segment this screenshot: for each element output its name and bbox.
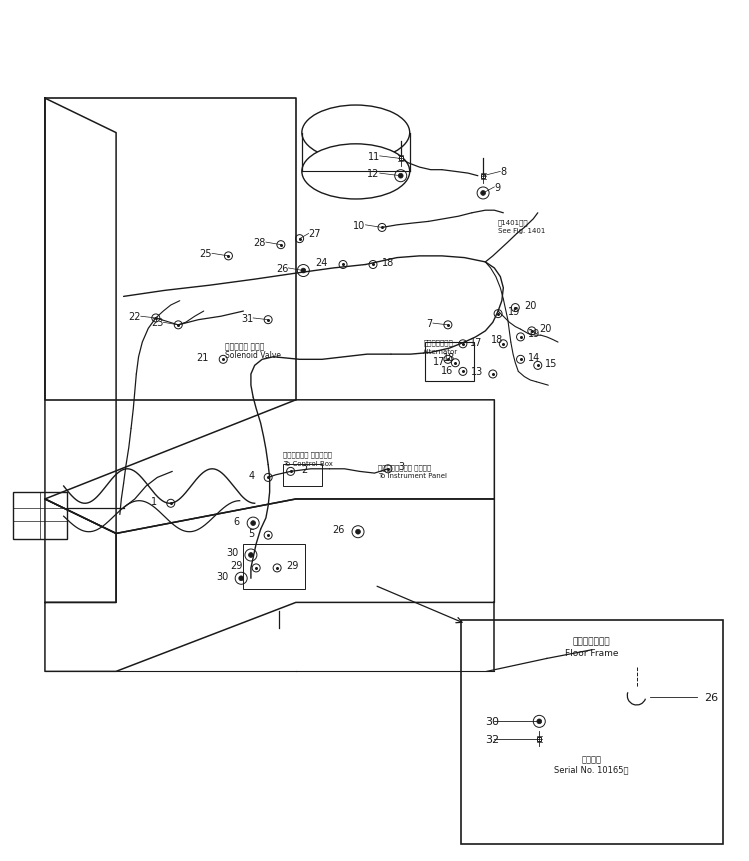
Ellipse shape (302, 145, 410, 200)
Circle shape (301, 269, 306, 274)
Text: 18: 18 (382, 257, 394, 268)
Text: ソレノイド バルブ: ソレノイド バルブ (225, 342, 264, 350)
Text: 18: 18 (491, 335, 503, 345)
Circle shape (247, 517, 259, 530)
Text: 24: 24 (315, 257, 328, 268)
Text: 26: 26 (332, 524, 345, 535)
Text: 13: 13 (471, 367, 483, 377)
Text: 26: 26 (276, 263, 288, 274)
Text: 3: 3 (398, 461, 404, 472)
Circle shape (235, 573, 247, 585)
Text: Alternator: Alternator (423, 349, 458, 354)
Text: 8: 8 (500, 167, 506, 177)
Text: 29: 29 (230, 561, 243, 571)
Text: 1: 1 (151, 496, 157, 506)
Text: Solenoid Valve: Solenoid Valve (225, 350, 281, 359)
Text: 2: 2 (301, 464, 307, 474)
Text: 4: 4 (249, 470, 255, 480)
Text: 22: 22 (128, 312, 141, 322)
Text: 7: 7 (427, 319, 433, 329)
Text: 9: 9 (494, 183, 500, 193)
Bar (461, 620, 723, 844)
Bar (425, 343, 474, 381)
Text: 17: 17 (433, 356, 446, 367)
Text: 32: 32 (485, 734, 500, 744)
Bar (283, 465, 322, 486)
Circle shape (251, 521, 255, 526)
Text: Serial No. 10165～: Serial No. 10165～ (554, 765, 629, 773)
Text: 28: 28 (253, 238, 266, 248)
Text: To Instrument Panel: To Instrument Panel (378, 473, 447, 478)
Text: To Control Box: To Control Box (283, 461, 333, 466)
Circle shape (481, 191, 485, 196)
Text: 14: 14 (528, 352, 540, 362)
Text: 20: 20 (524, 300, 537, 311)
Circle shape (249, 553, 253, 558)
Text: 30: 30 (485, 716, 500, 727)
Text: 19: 19 (528, 329, 540, 339)
Circle shape (239, 576, 243, 581)
Text: 27: 27 (309, 229, 321, 239)
Text: フロアフレーム: フロアフレーム (573, 637, 610, 646)
Text: 18: 18 (443, 352, 455, 362)
Text: See Fig. 1401: See Fig. 1401 (498, 228, 545, 233)
Text: 10: 10 (354, 220, 366, 231)
Text: 21: 21 (195, 352, 208, 362)
Text: コントロール ボックスへ: コントロール ボックスへ (283, 451, 332, 458)
Text: インスツルメント パネルへ: インスツルメント パネルへ (378, 463, 431, 470)
Circle shape (356, 530, 360, 535)
Text: 12: 12 (367, 169, 380, 179)
Text: 20: 20 (539, 324, 552, 334)
Circle shape (477, 188, 489, 200)
Text: 29: 29 (286, 561, 299, 571)
Text: 30: 30 (226, 548, 238, 558)
Circle shape (537, 719, 542, 724)
Circle shape (398, 174, 403, 179)
Text: 図1401参照: 図1401参照 (498, 219, 529, 226)
Text: 23: 23 (151, 318, 163, 328)
Text: 30: 30 (216, 571, 228, 581)
Text: 16: 16 (441, 365, 453, 375)
Circle shape (352, 526, 364, 538)
Text: 適用号機: 適用号機 (582, 755, 601, 764)
Circle shape (297, 265, 309, 277)
Text: 19: 19 (508, 307, 520, 317)
Text: 6: 6 (234, 516, 240, 526)
Text: オルタネーター: オルタネーター (423, 339, 453, 346)
Text: Floor Frame: Floor Frame (565, 648, 619, 657)
Text: 17: 17 (470, 338, 483, 348)
Text: 25: 25 (199, 249, 212, 259)
Bar (13, 492, 67, 540)
Bar (243, 544, 305, 589)
Text: 15: 15 (545, 358, 558, 369)
Text: 11: 11 (368, 152, 380, 162)
Circle shape (533, 715, 545, 728)
Text: 26: 26 (704, 692, 718, 703)
Text: 5: 5 (249, 528, 255, 538)
Circle shape (245, 549, 257, 561)
Text: 31: 31 (241, 313, 253, 324)
Circle shape (395, 170, 407, 183)
